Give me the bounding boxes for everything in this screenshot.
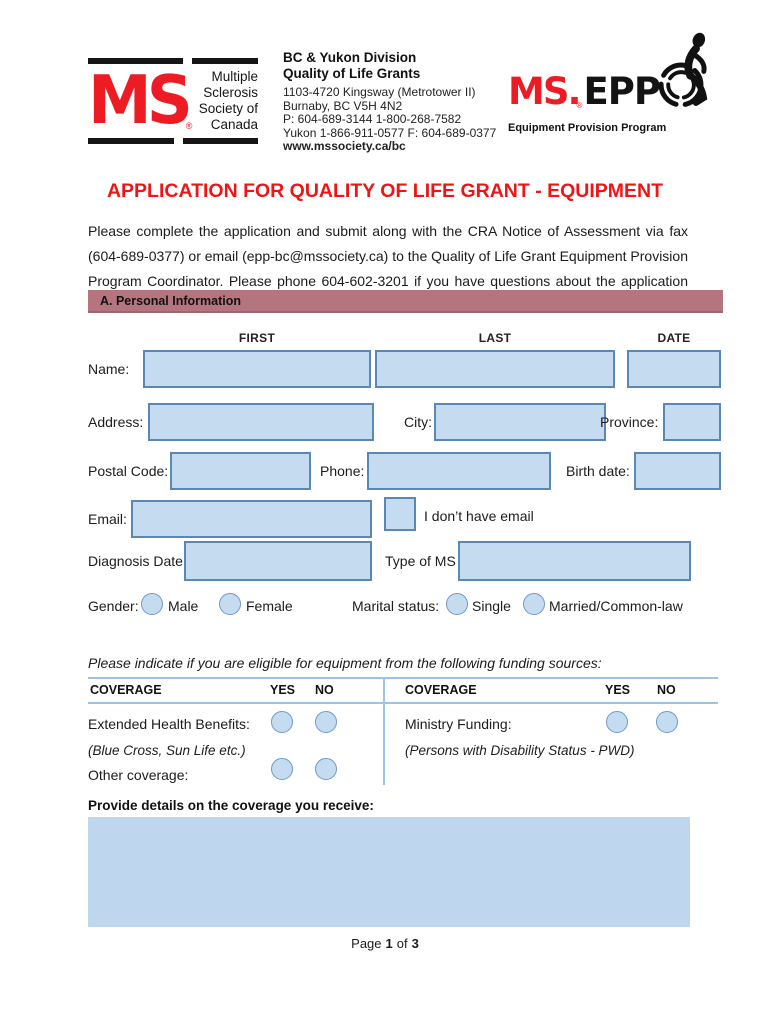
table-divider-line xyxy=(383,677,385,785)
column-header-first: FIRST xyxy=(238,331,276,345)
extended-health-benefits-label: Extended Health Benefits: xyxy=(88,716,250,732)
section-a-header: A. Personal Information xyxy=(88,290,723,313)
footer-total-pages: 3 xyxy=(411,936,419,951)
no-header-right: NO xyxy=(657,683,676,697)
diagnosis-date-input[interactable] xyxy=(184,541,372,581)
email-label: Email: xyxy=(88,511,127,527)
gender-female-radio[interactable] xyxy=(219,593,241,615)
last-name-input[interactable] xyxy=(375,350,615,388)
address-label: Address: xyxy=(88,414,144,430)
type-of-ms-label: Type of MS xyxy=(385,553,456,569)
male-label: Male xyxy=(168,598,199,614)
female-label: Female xyxy=(246,598,293,614)
extended-health-yes-radio[interactable] xyxy=(271,711,293,733)
extended-health-note: (Blue Cross, Sun Life etc.) xyxy=(88,743,246,758)
logo-bottom-bars xyxy=(88,138,258,144)
phone-label: Phone: xyxy=(320,463,365,479)
table-header-line xyxy=(88,702,718,704)
first-name-input[interactable] xyxy=(143,350,371,388)
epp-ms-wordmark: MS. xyxy=(508,70,582,113)
footer-of-word: of xyxy=(396,936,408,951)
column-header-last: LAST xyxy=(478,331,512,345)
section-a-heading: A. Personal Information xyxy=(100,293,241,308)
province-input[interactable] xyxy=(663,403,721,441)
married-label: Married/Common-law xyxy=(549,598,683,614)
coverage-header-left: COVERAGE xyxy=(90,683,162,697)
address-line-2: Burnaby, BC V5H 4N2 xyxy=(283,98,403,113)
email-input[interactable] xyxy=(131,500,372,538)
birth-date-input[interactable] xyxy=(634,452,721,490)
website-url: www.mssociety.ca/bc xyxy=(283,139,406,153)
postal-code-label: Postal Code: xyxy=(88,463,169,479)
coverage-details-label: Provide details on the coverage you rece… xyxy=(88,798,374,813)
other-coverage-label: Other coverage: xyxy=(88,767,189,783)
program-name: Quality of Life Grants xyxy=(283,66,421,81)
date-input[interactable] xyxy=(627,350,721,388)
ministry-funding-note: (Persons with Disability Status - PWD) xyxy=(405,743,635,758)
phone-numbers: P: 604-689-3144 1-800-268-7582 xyxy=(283,112,462,126)
ministry-funding-label: Ministry Funding: xyxy=(405,716,512,732)
ministry-funding-no-radio[interactable] xyxy=(656,711,678,733)
intro-paragraph: Please complete the application and subm… xyxy=(88,223,688,314)
other-coverage-yes-radio[interactable] xyxy=(271,758,293,780)
division-contact-block: BC & Yukon Division Quality of Life Gran… xyxy=(283,50,503,154)
page-title: APPLICATION FOR QUALITY OF LIFE GRANT - … xyxy=(106,180,664,202)
single-label: Single xyxy=(472,598,511,614)
postal-code-input[interactable] xyxy=(170,452,311,490)
city-label: City: xyxy=(404,414,432,430)
wheelchair-person-icon xyxy=(658,32,708,108)
city-input[interactable] xyxy=(434,403,606,441)
division-name: BC & Yukon Division xyxy=(283,50,417,65)
name-label: Name: xyxy=(88,361,130,377)
marital-married-radio[interactable] xyxy=(523,593,545,615)
epp-wordmark: EPP xyxy=(583,70,661,113)
marital-status-label: Marital status: xyxy=(352,598,440,614)
birth-date-label: Birth date: xyxy=(566,463,630,479)
coverage-header-right: COVERAGE xyxy=(405,683,477,697)
address-line-1: 1103-4720 Kingsway (Metrotower II) xyxy=(283,85,476,99)
yukon-fax-numbers: Yukon 1-866-911-0577 F: 604-689-0377 xyxy=(283,125,497,140)
gender-label: Gender: xyxy=(88,598,139,614)
yes-header-left: YES xyxy=(270,683,296,697)
epp-caption: Equipment Provision Program xyxy=(508,122,667,134)
page-footer: Page 1 of 3 xyxy=(0,936,770,951)
marital-single-radio[interactable] xyxy=(446,593,468,615)
ministry-funding-yes-radio[interactable] xyxy=(606,711,628,733)
province-label: Province: xyxy=(600,414,659,430)
no-email-label: I don’t have email xyxy=(424,508,534,524)
no-header-left: NO xyxy=(315,683,334,697)
ms-society-logo: MS ® Multiple Sclerosis Society of Canad… xyxy=(88,58,258,150)
ms-epp-logo: MS. ® EPP Equipment Provision Program xyxy=(508,32,718,150)
no-email-checkbox[interactable] xyxy=(384,497,416,531)
diagnosis-date-label: Diagnosis Date: xyxy=(88,553,187,569)
coverage-details-textarea[interactable] xyxy=(88,817,690,927)
yes-header-right: YES xyxy=(605,683,631,697)
column-header-date: DATE xyxy=(657,331,691,345)
type-of-ms-input[interactable] xyxy=(458,541,691,581)
address-input[interactable] xyxy=(148,403,374,441)
registered-mark-icon: ® xyxy=(576,101,583,110)
phone-input[interactable] xyxy=(367,452,551,490)
footer-page-word: Page xyxy=(351,936,382,951)
ms-society-name: Multiple Sclerosis Society of Canada xyxy=(198,69,258,132)
other-coverage-no-radio[interactable] xyxy=(315,758,337,780)
extended-health-no-radio[interactable] xyxy=(315,711,337,733)
gender-male-radio[interactable] xyxy=(141,593,163,615)
registered-mark-icon: ® xyxy=(185,121,193,131)
funding-instruction: Please indicate if you are eligible for … xyxy=(88,655,602,671)
table-top-line xyxy=(88,677,718,679)
ms-logo-wordmark: MS xyxy=(88,62,193,140)
footer-page-number: 1 xyxy=(385,936,393,951)
logo-top-bars xyxy=(88,58,258,64)
